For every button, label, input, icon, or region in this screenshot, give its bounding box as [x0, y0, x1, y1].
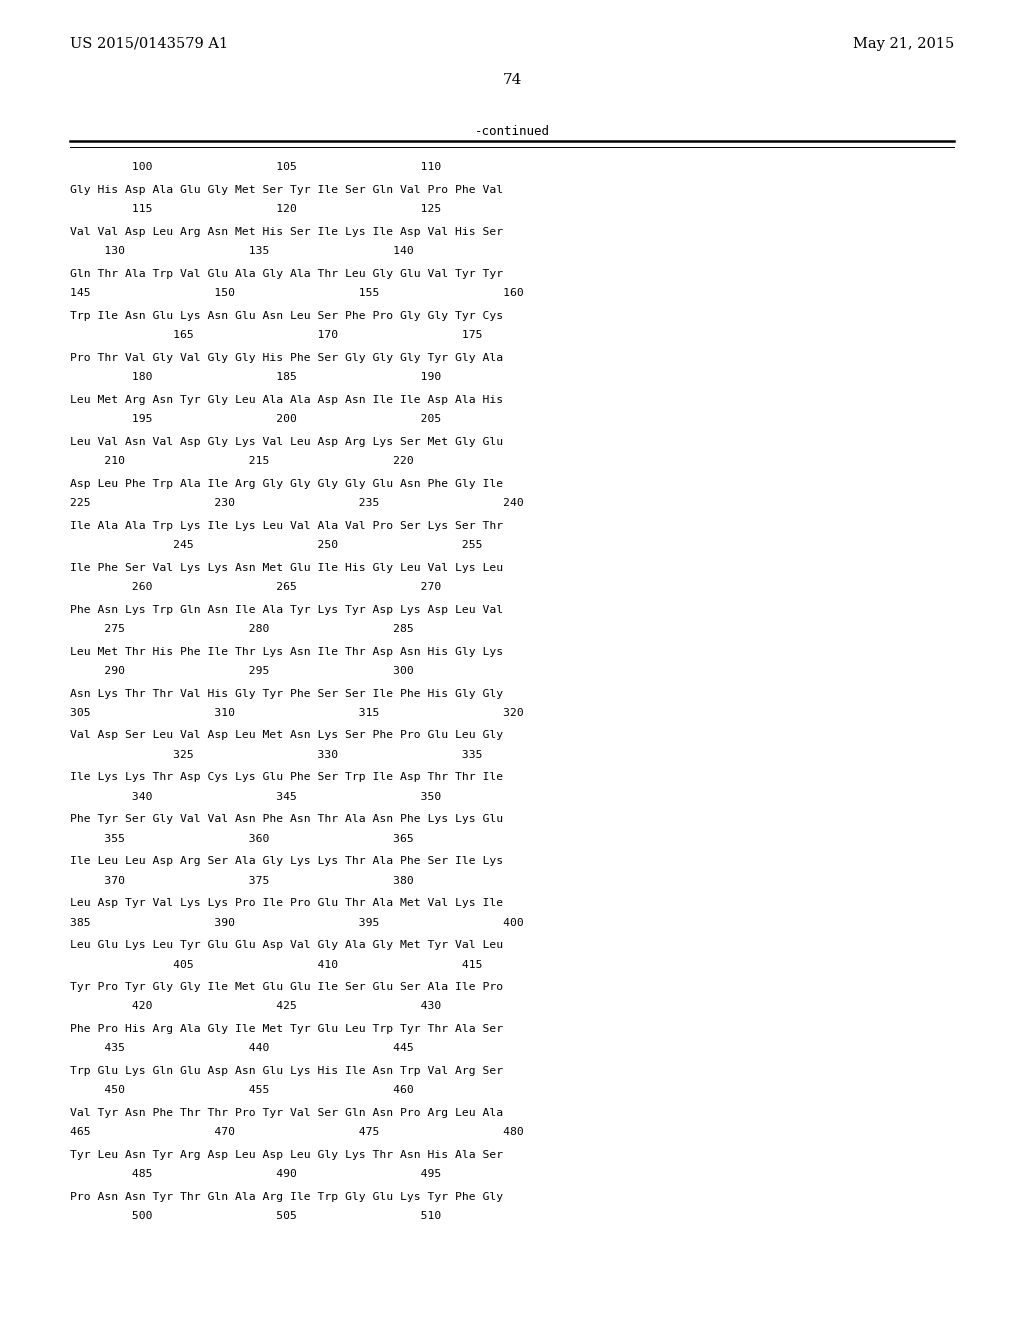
Text: Leu Met Thr His Phe Ile Thr Lys Asn Ile Thr Asp Asn His Gly Lys: Leu Met Thr His Phe Ile Thr Lys Asn Ile … [70, 647, 503, 656]
Text: 180                  185                  190: 180 185 190 [70, 372, 441, 381]
Text: Val Tyr Asn Phe Thr Thr Pro Tyr Val Ser Gln Asn Pro Arg Leu Ala: Val Tyr Asn Phe Thr Thr Pro Tyr Val Ser … [70, 1109, 503, 1118]
Text: Ile Lys Lys Thr Asp Cys Lys Glu Phe Ser Trp Ile Asp Thr Thr Ile: Ile Lys Lys Thr Asp Cys Lys Glu Phe Ser … [70, 772, 503, 783]
Text: Ile Phe Ser Val Lys Lys Asn Met Glu Ile His Gly Leu Val Lys Leu: Ile Phe Ser Val Lys Lys Asn Met Glu Ile … [70, 562, 503, 573]
Text: 325                  330                  335: 325 330 335 [70, 750, 482, 759]
Text: 260                  265                  270: 260 265 270 [70, 582, 441, 591]
Text: -continued: -continued [474, 125, 550, 139]
Text: Val Asp Ser Leu Val Asp Leu Met Asn Lys Ser Phe Pro Glu Leu Gly: Val Asp Ser Leu Val Asp Leu Met Asn Lys … [70, 730, 503, 741]
Text: Phe Pro His Arg Ala Gly Ile Met Tyr Glu Leu Trp Tyr Thr Ala Ser: Phe Pro His Arg Ala Gly Ile Met Tyr Glu … [70, 1024, 503, 1035]
Text: Gly His Asp Ala Glu Gly Met Ser Tyr Ile Ser Gln Val Pro Phe Val: Gly His Asp Ala Glu Gly Met Ser Tyr Ile … [70, 185, 503, 195]
Text: Gln Thr Ala Trp Val Glu Ala Gly Ala Thr Leu Gly Glu Val Tyr Tyr: Gln Thr Ala Trp Val Glu Ala Gly Ala Thr … [70, 269, 503, 279]
Text: 420                  425                  430: 420 425 430 [70, 1002, 441, 1011]
Text: Val Val Asp Leu Arg Asn Met His Ser Ile Lys Ile Asp Val His Ser: Val Val Asp Leu Arg Asn Met His Ser Ile … [70, 227, 503, 236]
Text: 305                  310                  315                  320: 305 310 315 320 [70, 708, 523, 718]
Text: 275                  280                  285: 275 280 285 [70, 623, 414, 634]
Text: 340                  345                  350: 340 345 350 [70, 792, 441, 801]
Text: 435                  440                  445: 435 440 445 [70, 1043, 414, 1053]
Text: 130                  135                  140: 130 135 140 [70, 246, 414, 256]
Text: 245                  250                  255: 245 250 255 [70, 540, 482, 549]
Text: May 21, 2015: May 21, 2015 [853, 37, 954, 51]
Text: Tyr Leu Asn Tyr Arg Asp Leu Asp Leu Gly Lys Thr Asn His Ala Ser: Tyr Leu Asn Tyr Arg Asp Leu Asp Leu Gly … [70, 1150, 503, 1160]
Text: Trp Ile Asn Glu Lys Asn Glu Asn Leu Ser Phe Pro Gly Gly Tyr Cys: Trp Ile Asn Glu Lys Asn Glu Asn Leu Ser … [70, 310, 503, 321]
Text: 485                  490                  495: 485 490 495 [70, 1170, 441, 1179]
Text: 290                  295                  300: 290 295 300 [70, 665, 414, 676]
Text: 465                  470                  475                  480: 465 470 475 480 [70, 1127, 523, 1138]
Text: 210                  215                  220: 210 215 220 [70, 455, 414, 466]
Text: Pro Asn Asn Tyr Thr Gln Ala Arg Ile Trp Gly Glu Lys Tyr Phe Gly: Pro Asn Asn Tyr Thr Gln Ala Arg Ile Trp … [70, 1192, 503, 1203]
Text: Leu Met Arg Asn Tyr Gly Leu Ala Ala Asp Asn Ile Ile Asp Ala His: Leu Met Arg Asn Tyr Gly Leu Ala Ala Asp … [70, 395, 503, 405]
Text: 115                  120                  125: 115 120 125 [70, 205, 441, 214]
Text: Asp Leu Phe Trp Ala Ile Arg Gly Gly Gly Gly Glu Asn Phe Gly Ile: Asp Leu Phe Trp Ala Ile Arg Gly Gly Gly … [70, 479, 503, 488]
Text: 195                  200                  205: 195 200 205 [70, 414, 441, 424]
Text: 500                  505                  510: 500 505 510 [70, 1212, 441, 1221]
Text: Pro Thr Val Gly Val Gly Gly His Phe Ser Gly Gly Gly Tyr Gly Ala: Pro Thr Val Gly Val Gly Gly His Phe Ser … [70, 352, 503, 363]
Text: 385                  390                  395                  400: 385 390 395 400 [70, 917, 523, 928]
Text: Ile Ala Ala Trp Lys Ile Lys Leu Val Ala Val Pro Ser Lys Ser Thr: Ile Ala Ala Trp Lys Ile Lys Leu Val Ala … [70, 520, 503, 531]
Text: Phe Asn Lys Trp Gln Asn Ile Ala Tyr Lys Tyr Asp Lys Asp Leu Val: Phe Asn Lys Trp Gln Asn Ile Ala Tyr Lys … [70, 605, 503, 615]
Text: Asn Lys Thr Thr Val His Gly Tyr Phe Ser Ser Ile Phe His Gly Gly: Asn Lys Thr Thr Val His Gly Tyr Phe Ser … [70, 689, 503, 698]
Text: 225                  230                  235                  240: 225 230 235 240 [70, 498, 523, 508]
Text: Phe Tyr Ser Gly Val Val Asn Phe Asn Thr Ala Asn Phe Lys Lys Glu: Phe Tyr Ser Gly Val Val Asn Phe Asn Thr … [70, 814, 503, 825]
Text: Tyr Pro Tyr Gly Gly Ile Met Glu Glu Ile Ser Glu Ser Ala Ile Pro: Tyr Pro Tyr Gly Gly Ile Met Glu Glu Ile … [70, 982, 503, 993]
Text: 370                  375                  380: 370 375 380 [70, 875, 414, 886]
Text: 74: 74 [503, 73, 521, 87]
Text: Ile Leu Leu Asp Arg Ser Ala Gly Lys Lys Thr Ala Phe Ser Ile Lys: Ile Leu Leu Asp Arg Ser Ala Gly Lys Lys … [70, 857, 503, 866]
Text: 450                  455                  460: 450 455 460 [70, 1085, 414, 1096]
Text: 355                  360                  365: 355 360 365 [70, 834, 414, 843]
Text: Leu Val Asn Val Asp Gly Lys Val Leu Asp Arg Lys Ser Met Gly Glu: Leu Val Asn Val Asp Gly Lys Val Leu Asp … [70, 437, 503, 446]
Text: Leu Glu Lys Leu Tyr Glu Glu Asp Val Gly Ala Gly Met Tyr Val Leu: Leu Glu Lys Leu Tyr Glu Glu Asp Val Gly … [70, 940, 503, 950]
Text: Leu Asp Tyr Val Lys Lys Pro Ile Pro Glu Thr Ala Met Val Lys Ile: Leu Asp Tyr Val Lys Lys Pro Ile Pro Glu … [70, 899, 503, 908]
Text: Trp Glu Lys Gln Glu Asp Asn Glu Lys His Ile Asn Trp Val Arg Ser: Trp Glu Lys Gln Glu Asp Asn Glu Lys His … [70, 1067, 503, 1076]
Text: 145                  150                  155                  160: 145 150 155 160 [70, 288, 523, 298]
Text: 100                  105                  110: 100 105 110 [70, 162, 441, 173]
Text: 405                  410                  415: 405 410 415 [70, 960, 482, 969]
Text: US 2015/0143579 A1: US 2015/0143579 A1 [70, 37, 227, 51]
Text: 165                  170                  175: 165 170 175 [70, 330, 482, 339]
